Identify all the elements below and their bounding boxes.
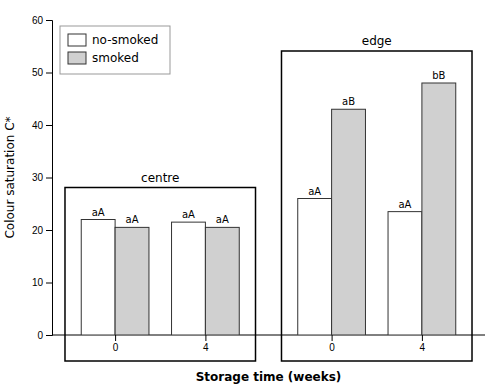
sections: centre edge [65, 34, 472, 361]
y-tick: 10 [32, 277, 52, 288]
x-tick-mark [205, 335, 206, 341]
bar [422, 83, 456, 335]
bar [81, 220, 115, 336]
y-tick-mark [46, 283, 52, 284]
y-tick-mark [46, 178, 52, 179]
legend-item: smoked [68, 51, 139, 65]
bar-annotation: aA [398, 199, 411, 210]
y-tick-label: 20 [32, 225, 44, 236]
plot: 01020304050600404aAaAaAaAaAaAaBbBcentree… [3, 15, 485, 384]
x-axis-title: Storage time (weeks) [196, 370, 342, 384]
x-tick-label: 0 [113, 342, 119, 353]
bar [332, 109, 366, 335]
bars [81, 83, 456, 335]
y-tick: 0 [37, 330, 52, 341]
bar [172, 222, 206, 335]
y-tick-mark [46, 20, 52, 21]
legend-swatch [68, 52, 86, 64]
x-tick: 0 [113, 335, 119, 353]
x-tick-mark [115, 335, 116, 341]
section-box [65, 188, 256, 362]
legend-label: no-smoked [92, 33, 158, 47]
y-tick-label: 50 [32, 67, 44, 78]
bar-annotation: bB [432, 70, 445, 81]
bar-annotation: aA [182, 209, 195, 220]
legend-label: smoked [92, 51, 139, 65]
y-tick-mark [46, 230, 52, 231]
x-tick-label: 4 [203, 342, 209, 353]
x-tick: 4 [203, 335, 209, 353]
bar-annotation: aA [308, 186, 321, 197]
chart: 01020304050600404aAaAaAaAaAaAaBbBcentree… [0, 0, 500, 390]
y-tick-label: 30 [32, 172, 44, 183]
legend-item: no-smoked [68, 33, 158, 47]
y-tick-label: 0 [37, 330, 43, 341]
annotations: aA aA aA aA aA aA aB bB [92, 70, 446, 225]
y-tick: 50 [32, 67, 52, 78]
x-axis: 0 4 0 4 [52, 335, 485, 353]
bar-annotation: aA [126, 214, 139, 225]
y-tick: 20 [32, 225, 52, 236]
chart-container: 01020304050600404aAaAaAaAaAaAaBbBcentree… [0, 0, 500, 390]
section-box [281, 51, 472, 361]
section-label: centre [141, 171, 179, 185]
bar [298, 199, 332, 336]
y-tick-mark [46, 335, 52, 336]
bar [388, 212, 422, 335]
y-tick-label: 10 [32, 277, 44, 288]
x-tick: 4 [420, 335, 426, 353]
bar [115, 227, 149, 335]
bar-annotation: aA [92, 207, 105, 218]
y-axis-line [46, 21, 53, 336]
x-tick-label: 0 [329, 342, 335, 353]
legend-swatch [68, 34, 86, 46]
legend: no-smoked smoked [60, 26, 170, 74]
y-axis: 0 10 20 30 40 50 60 [32, 15, 53, 341]
y-axis-title: Colour saturation C* [3, 116, 17, 238]
y-tick-label: 40 [32, 120, 44, 131]
y-tick-label: 60 [32, 15, 44, 26]
y-tick-mark [46, 125, 52, 126]
y-tick: 30 [32, 172, 52, 183]
y-tick: 60 [32, 15, 52, 26]
bar-annotation: aA [216, 214, 229, 225]
x-tick-mark [422, 335, 423, 341]
x-tick-label: 4 [420, 342, 426, 353]
y-tick-mark [46, 73, 52, 74]
bar-annotation: aB [342, 96, 355, 107]
y-tick: 40 [32, 120, 52, 131]
x-tick-mark [332, 335, 333, 341]
section-label: edge [362, 34, 392, 48]
x-tick: 0 [329, 335, 335, 353]
legend-frame [60, 26, 170, 74]
bar [205, 227, 239, 335]
